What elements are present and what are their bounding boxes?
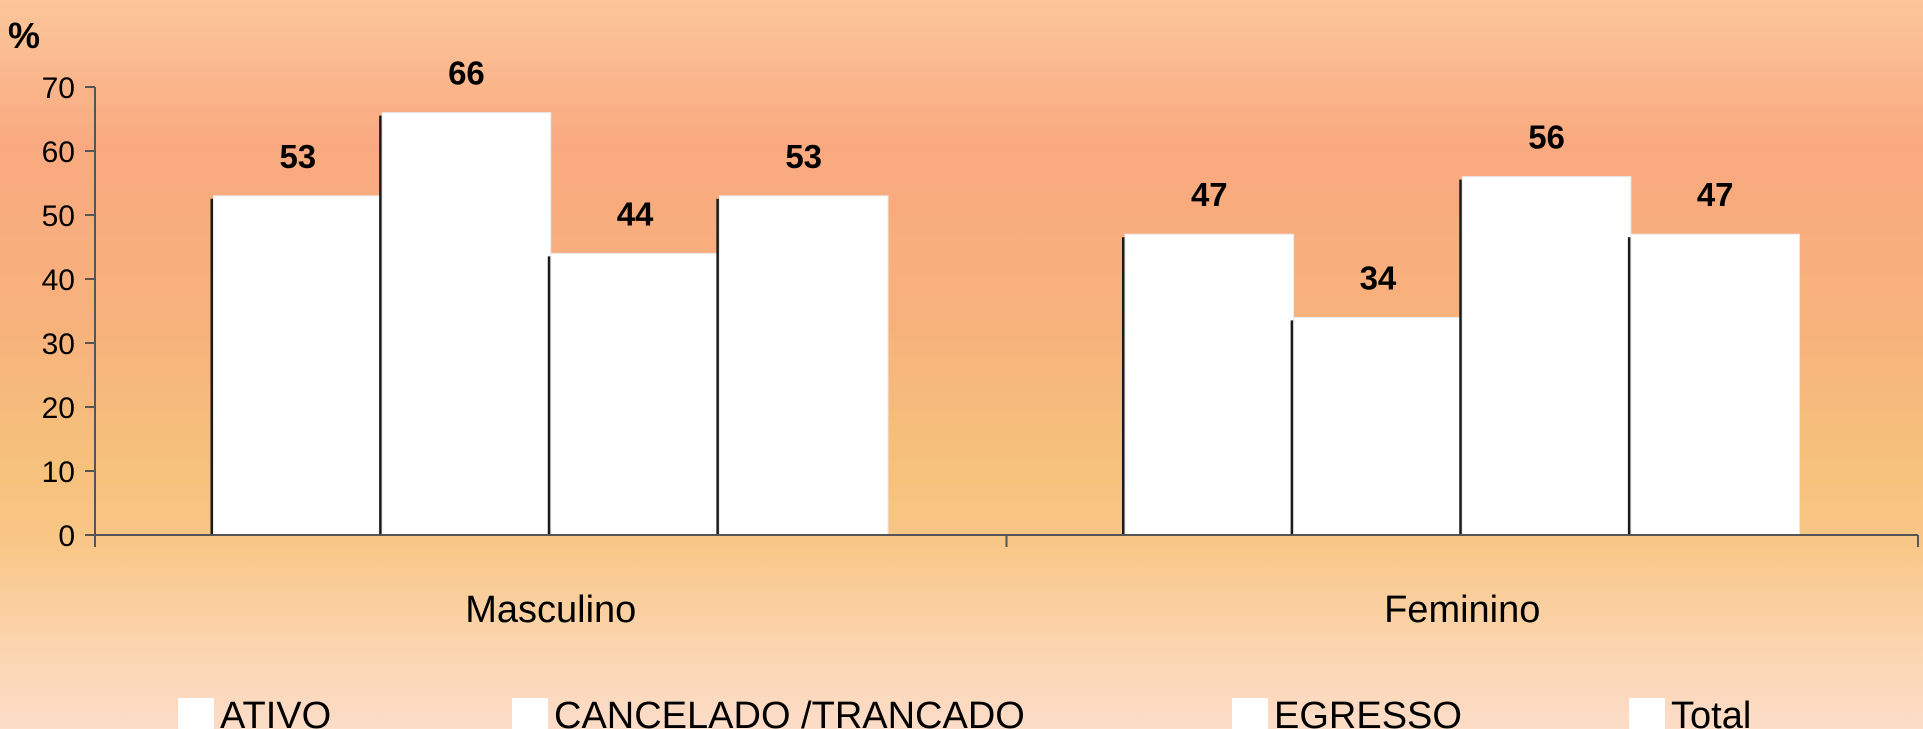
data-label: 53 [279,138,316,175]
legend-label: Total [1671,695,1751,729]
y-tick-label: 60 [42,136,75,169]
bar-total-feminino [1630,233,1801,536]
axes-layer: % 0 10 20 30 40 50 60 70 [8,15,1919,553]
data-label: 44 [617,195,654,232]
data-label: 47 [1191,176,1228,213]
legend-swatch [1629,698,1665,729]
data-label: 47 [1697,176,1734,213]
legend-swatch [1232,698,1268,729]
legend-label: ATIVO [220,695,331,729]
y-tick-label: 20 [42,392,75,425]
y-tick-label: 0 [58,520,75,553]
data-label: 56 [1528,119,1565,156]
y-tick-label: 70 [42,72,75,105]
bar-total-masculino [718,195,889,536]
y-axis-unit-label: % [8,15,40,56]
bars-layer [210,112,1801,536]
legend: ATIVO CANCELADO /TRANCADO EGRESSO Total [178,695,1751,729]
bar-ativo-masculino [212,195,383,536]
y-tick-label: 50 [42,200,75,233]
data-label: 53 [785,138,822,175]
data-label: 34 [1360,259,1397,296]
bar-egresso-masculino [550,252,720,536]
data-label: 66 [448,55,485,92]
category-label-masculino: Masculino [465,589,636,631]
bar-cancelado-trancado-masculino [381,112,552,536]
bar-egresso-feminino [1461,176,1632,536]
labels-layer: 53 66 44 53 Masculino 47 34 56 47 Feminino [279,55,1733,631]
y-tick-label: 30 [42,328,75,361]
legend-label: EGRESSO [1274,695,1462,729]
legend-label: CANCELADO /TRANCADO [554,695,1025,729]
bar-cancelado-trancado-feminino [1293,316,1463,536]
bar-ativo-feminino [1124,233,1295,536]
y-tick-label: 10 [42,456,75,489]
y-tick-label: 40 [42,264,75,297]
legend-swatch [178,698,214,729]
legend-swatch [512,698,548,729]
category-label-feminino: Feminino [1384,589,1540,631]
